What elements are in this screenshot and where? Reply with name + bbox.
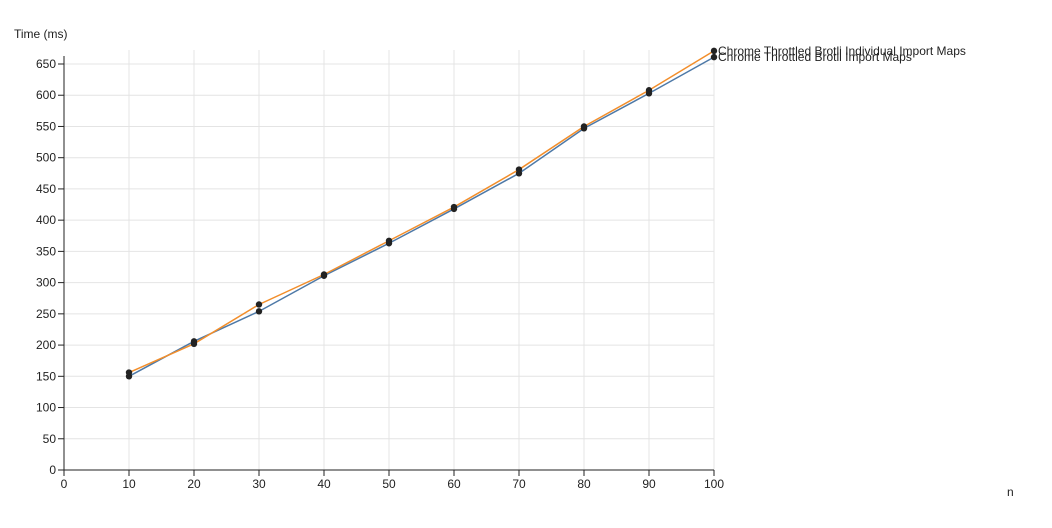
y-tick-label: 250 [36, 307, 56, 321]
series-point-1 [190, 340, 198, 348]
series-point-0 [710, 53, 718, 61]
y-tick-label: 450 [36, 182, 56, 196]
x-tick-label: 30 [252, 477, 266, 491]
x-tick-label: 10 [122, 477, 136, 491]
series-point-1 [320, 271, 328, 278]
y-tick-label: 0 [49, 463, 56, 477]
x-tick-label: 90 [642, 477, 656, 491]
x-tick-label: 0 [61, 477, 68, 491]
y-axis-ticks: 0 50 100 150 200 250 300 350 400 450 500 550 600 650 [36, 57, 64, 477]
y-tick-label: 200 [36, 338, 56, 352]
y-tick-label: 100 [36, 401, 56, 415]
grid-lines [64, 50, 715, 470]
x-axis-ticks: 0 10 20 30 40 50 60 70 80 90 100 [61, 470, 724, 491]
series-point-1 [645, 87, 653, 94]
series-point-1 [580, 123, 588, 130]
x-tick-label: 100 [704, 477, 724, 491]
series-label-1: Chrome Throttled Brotli Individual Impor… [718, 44, 966, 58]
series-point-1 [515, 166, 523, 173]
y-tick-label: 600 [36, 88, 56, 102]
x-tick-label: 70 [512, 477, 526, 491]
series-line-0 [128, 56, 715, 377]
series-label-0: Chrome Throttled Brotli Import Maps [718, 50, 912, 64]
x-tick-label: 40 [317, 477, 331, 491]
y-axis-title: Time (ms) [14, 27, 68, 41]
y-tick-label: 400 [36, 213, 56, 227]
y-tick-label: 50 [43, 432, 57, 446]
series-line-1 [128, 50, 715, 374]
x-tick-label: 20 [187, 477, 201, 491]
y-tick-label: 150 [36, 369, 56, 383]
y-tick-label: 550 [36, 119, 56, 133]
series-point-1 [710, 47, 718, 55]
y-tick-label: 350 [36, 244, 56, 258]
series-labels: Chrome Throttled Brotli Import MapsChrom… [718, 44, 966, 64]
y-tick-label: 300 [36, 276, 56, 290]
y-tick-label: 500 [36, 151, 56, 165]
series-point-1 [125, 369, 133, 376]
series-points [125, 47, 718, 380]
series-point-1 [450, 203, 458, 211]
x-tick-label: 60 [447, 477, 461, 491]
series-point-0 [255, 308, 263, 315]
series-point-1 [255, 301, 263, 308]
series-lines [128, 50, 715, 377]
x-axis-title: n [1007, 485, 1014, 499]
x-tick-label: 80 [577, 477, 591, 491]
y-tick-label: 650 [36, 57, 56, 71]
series-point-1 [385, 237, 393, 244]
x-tick-label: 50 [382, 477, 396, 491]
